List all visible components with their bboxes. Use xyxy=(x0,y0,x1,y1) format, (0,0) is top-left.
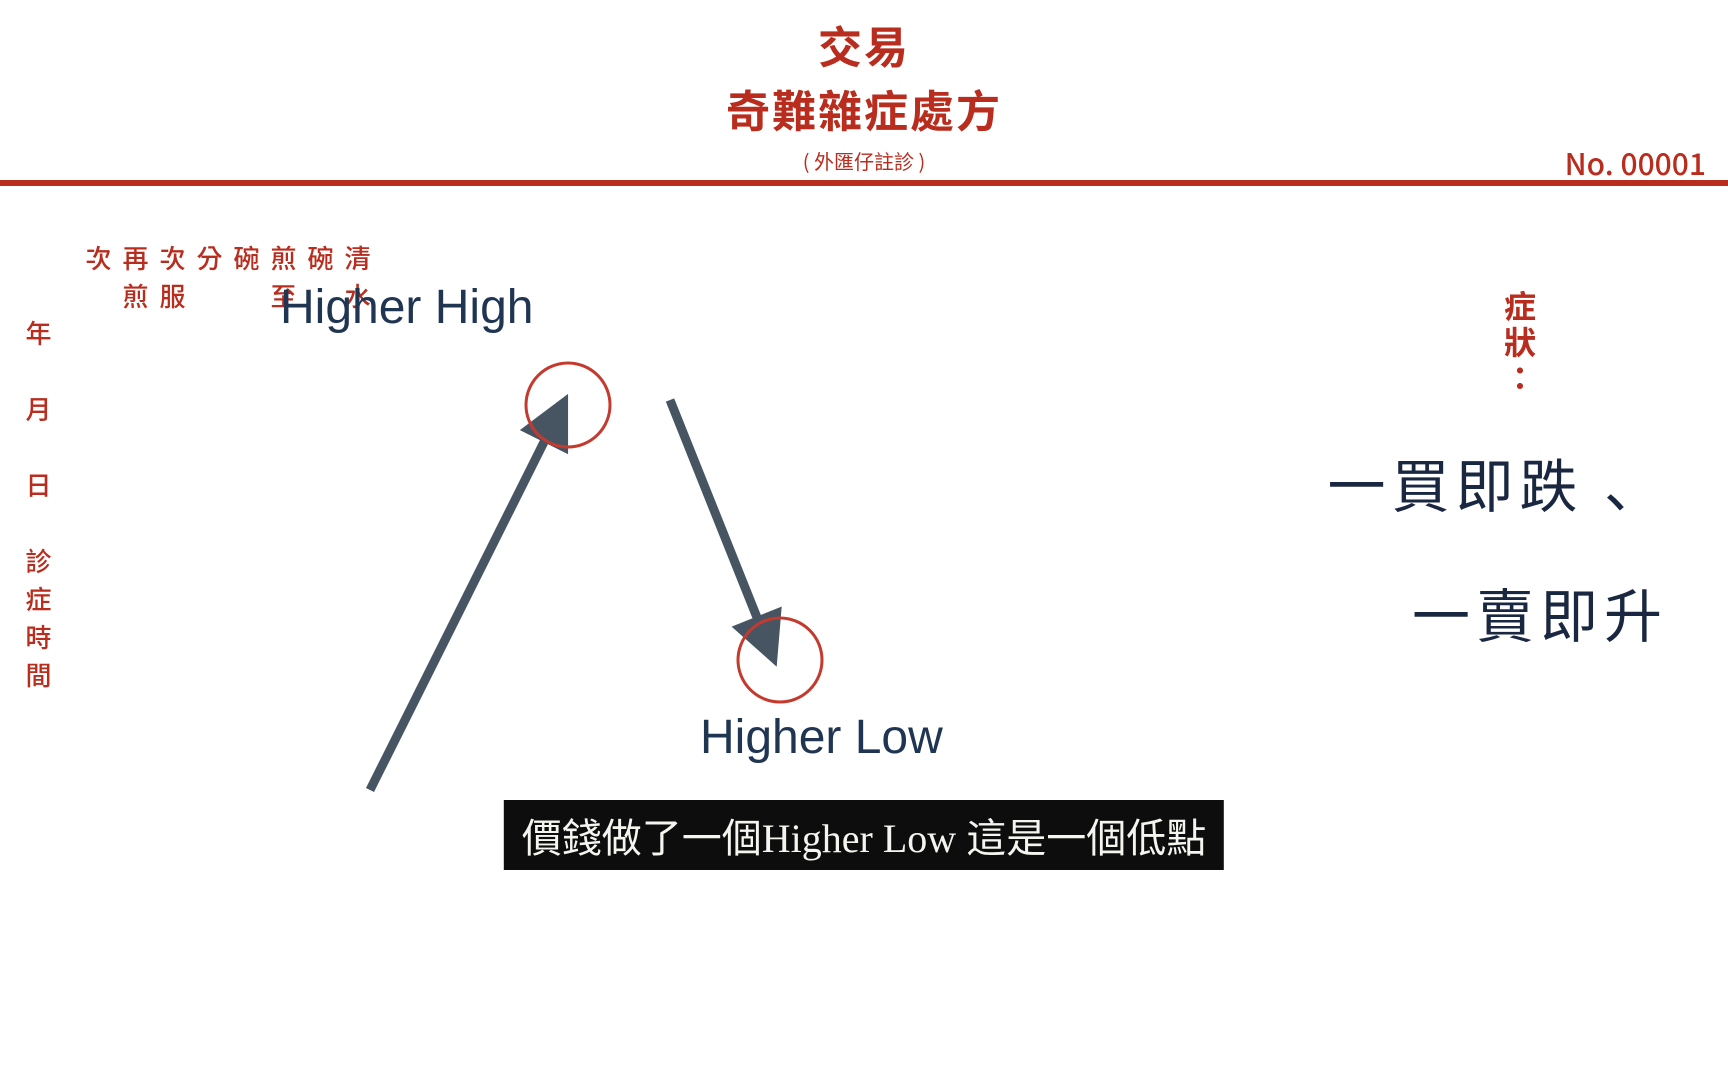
video-caption: 價錢做了一個Higher Low 這是一個低點 xyxy=(504,800,1224,870)
symptom-line-2: 一賣即升 xyxy=(1412,570,1668,654)
header-divider xyxy=(0,180,1728,186)
recipe-item: 碗 xyxy=(228,245,265,283)
price-diagram: Higher High Higher Low xyxy=(270,230,990,880)
higher-high-label: Higher High xyxy=(280,280,533,335)
hh-circle-icon xyxy=(526,363,610,447)
higher-low-label: Higher Low xyxy=(700,710,943,765)
hl-circle-icon xyxy=(738,618,822,702)
down-arrow xyxy=(670,400,770,650)
recipe-item: 次服 xyxy=(154,245,191,321)
title-line-2: 奇難雜症處方 xyxy=(0,76,1728,140)
recipe-item: 分 xyxy=(191,245,228,283)
recipe-item: 次 xyxy=(80,245,117,283)
title-line-1: 交易 xyxy=(0,12,1728,76)
up-arrow xyxy=(370,410,560,790)
left-column-date: 年 月 日 診症時間 xyxy=(20,320,57,700)
symptom-line-1: 一買即跌 、 xyxy=(1327,440,1668,524)
subtitle: ( 外匯仔註診 ) xyxy=(0,146,1728,175)
symptom-label: 症狀： xyxy=(1497,290,1543,398)
recipe-item: 再煎 xyxy=(117,245,154,321)
header: 交易 奇難雜症處方 ( 外匯仔註診 ) xyxy=(0,0,1728,175)
prescription-number: No. 00001 xyxy=(1565,140,1706,184)
